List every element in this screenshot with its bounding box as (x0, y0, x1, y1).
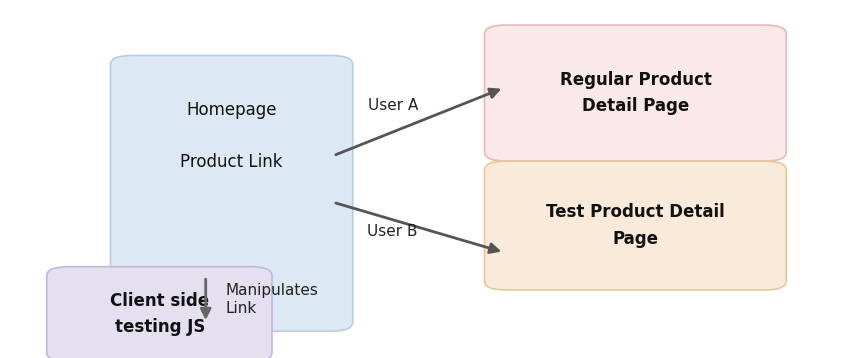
Text: Regular Product
Detail Page: Regular Product Detail Page (560, 71, 711, 115)
Text: User B: User B (367, 224, 418, 239)
FancyBboxPatch shape (484, 25, 786, 161)
FancyBboxPatch shape (484, 161, 786, 290)
Text: Manipulates
Link: Manipulates Link (225, 284, 318, 316)
FancyBboxPatch shape (47, 267, 272, 358)
Text: User A: User A (367, 98, 418, 113)
Text: Client side
testing JS: Client side testing JS (110, 292, 209, 336)
Text: Test Product Detail
Page: Test Product Detail Page (547, 203, 725, 248)
Text: Homepage

Product Link: Homepage Product Link (180, 101, 282, 171)
FancyBboxPatch shape (110, 55, 353, 331)
